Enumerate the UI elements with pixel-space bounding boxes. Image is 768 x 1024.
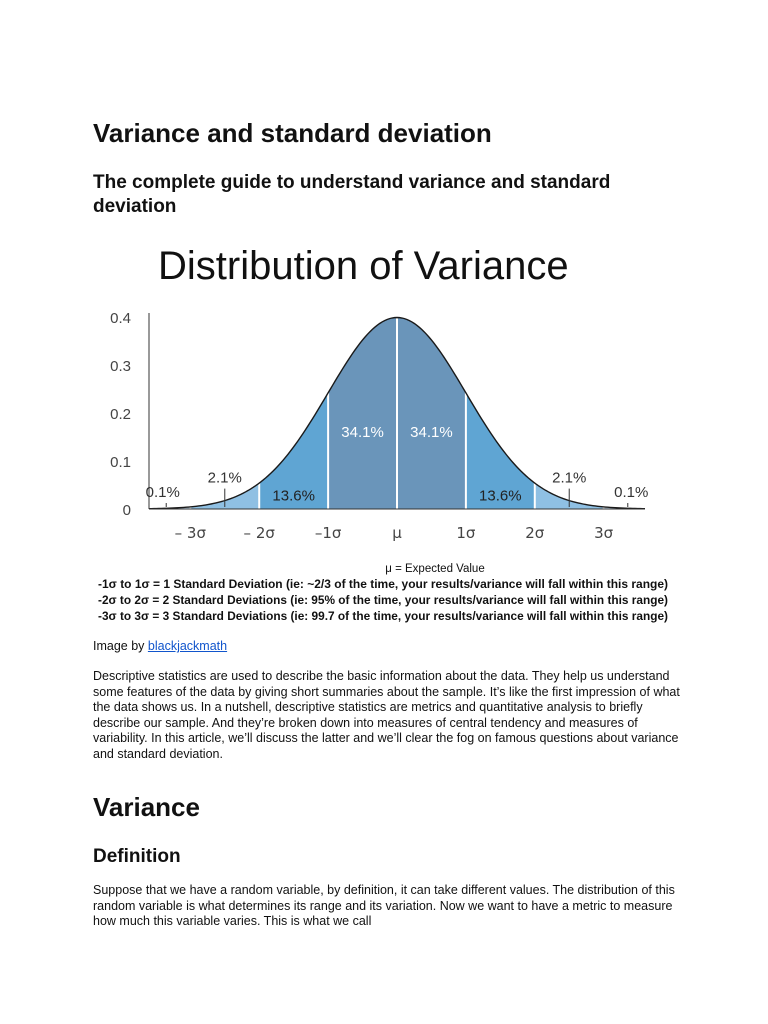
region-0 bbox=[149, 506, 191, 509]
legend-line: -1σ to 1σ = 1 Standard Deviation (ie: ~2… bbox=[98, 577, 668, 591]
region-7 bbox=[603, 506, 645, 509]
x-tick-labels: – 3σ – 2σ –1σ μ 1σ 2σ 3σ bbox=[175, 524, 614, 542]
x-tick-label: 1σ bbox=[456, 524, 476, 542]
region-label: 2.1% bbox=[208, 470, 242, 487]
region-label: 34.1% bbox=[341, 424, 384, 441]
region-label: 13.6% bbox=[479, 487, 522, 504]
caption-link[interactable]: blackjackmath bbox=[147, 639, 228, 653]
x-tick-label: – 3σ bbox=[175, 524, 207, 542]
x-tick-label: –1σ bbox=[315, 524, 342, 542]
legend-line: -3σ to 3σ = 3 Standard Deviations (ie: 9… bbox=[98, 609, 668, 623]
x-tick-label: – 2σ bbox=[244, 524, 276, 542]
region-6 bbox=[534, 483, 604, 509]
x-tick-label: μ bbox=[392, 524, 402, 542]
y-tick-label: 0 bbox=[123, 502, 131, 519]
y-tick-labels: 0 0.1 0.2 0.3 0.4 bbox=[110, 310, 131, 519]
legend-line: μ = Expected Value bbox=[385, 563, 484, 575]
y-tick-label: 0.3 bbox=[110, 358, 131, 375]
section-heading-variance: Variance bbox=[93, 792, 200, 822]
page-subtitle: The complete guide to understand varianc… bbox=[93, 172, 611, 217]
region-label: 0.1% bbox=[146, 484, 180, 501]
bell-curve bbox=[148, 316, 646, 510]
distribution-figure: Distribution of Variance 0 0.1 0.2 0.3 0.4 –… bbox=[93, 240, 683, 625]
region-label: 0.1% bbox=[614, 484, 648, 501]
distribution-chart: Distribution of Variance 0 0.1 0.2 0.3 0.4 –… bbox=[98, 244, 668, 623]
region-label: 2.1% bbox=[552, 470, 586, 487]
region-label: 34.1% bbox=[410, 424, 453, 441]
y-tick-label: 0.4 bbox=[110, 310, 131, 327]
x-tick-label: 2σ bbox=[525, 524, 545, 542]
region-labels: 0.1% 2.1% 13.6% 34.1% 34.1% 13.6% 2.1% 0.1% bbox=[146, 424, 648, 507]
chart-legend: μ = Expected Value -1σ to 1σ = 1 Standard… bbox=[98, 563, 668, 623]
definition-paragraph: Suppose that we have a random variable, … bbox=[93, 883, 675, 929]
y-tick-label: 0.2 bbox=[110, 406, 131, 423]
legend-line: -2σ to 2σ = 2 Standard Deviations (ie: 9… bbox=[98, 593, 668, 607]
region-1 bbox=[190, 483, 260, 509]
chart-title: Distribution of Variance bbox=[158, 244, 569, 288]
image-caption: Image by blackjackmath bbox=[93, 638, 227, 654]
region-3 bbox=[328, 317, 397, 509]
region-4 bbox=[397, 317, 466, 509]
page-title: Variance and standard deviation bbox=[93, 118, 492, 148]
subsection-heading-definition: Definition bbox=[93, 846, 181, 867]
chart-dividers bbox=[189, 317, 605, 509]
x-tick-label: 3σ bbox=[594, 524, 614, 542]
y-tick-label: 0.1 bbox=[110, 454, 131, 471]
intro-paragraph: Descriptive statistics are used to descr… bbox=[93, 669, 680, 761]
region-label: 13.6% bbox=[272, 487, 315, 504]
caption-prefix: Image by bbox=[93, 639, 148, 653]
